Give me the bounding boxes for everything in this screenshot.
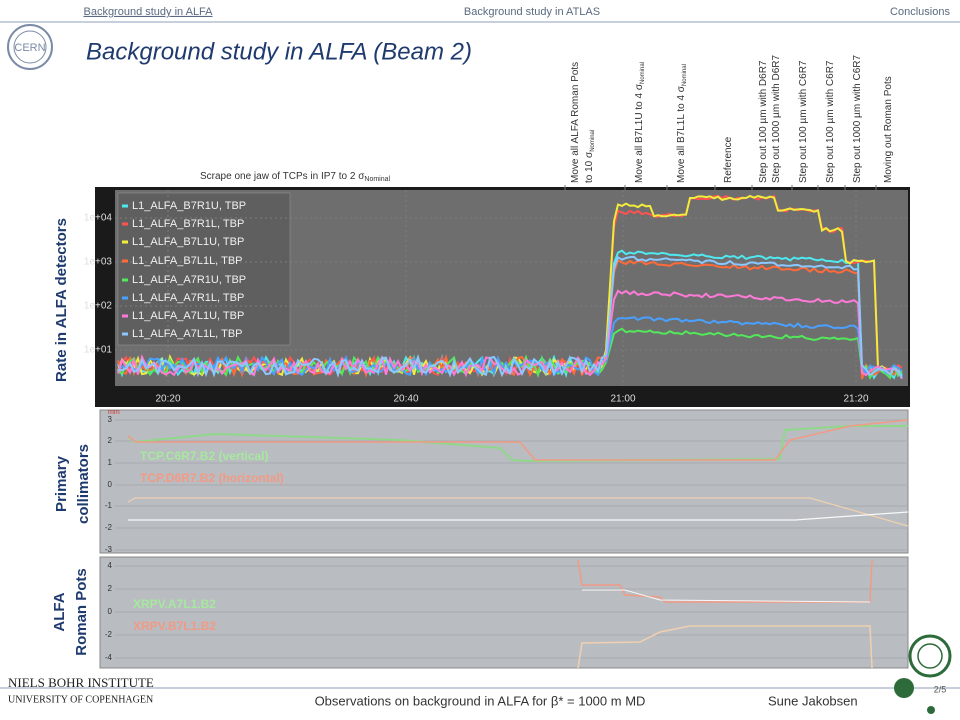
institute: NIELS BOHR INSTITUTE bbox=[8, 675, 154, 690]
curve-label: XRPV.B7L1.B2 bbox=[133, 619, 216, 633]
y-tick-label: 0 bbox=[108, 607, 113, 616]
step-label: Move all ALFA Roman Pots bbox=[570, 62, 581, 183]
y-tick-label: 1 bbox=[108, 458, 113, 467]
nav-item: Background study in ALFA bbox=[83, 6, 213, 18]
legend-entry: L1_ALFA_B7L1L, TBP bbox=[132, 255, 243, 267]
page-number: 2/5 bbox=[934, 684, 947, 694]
side-label: collimators bbox=[75, 444, 92, 524]
logo-text: CERN bbox=[14, 42, 45, 54]
legend-entry: L1_ALFA_B7L1U, TBP bbox=[132, 236, 244, 248]
curve-label: XRPV.A7L1.B2 bbox=[133, 597, 216, 611]
x-tick-label: 21:00 bbox=[610, 394, 635, 405]
step-text: Move all B7L1L to 4 σ bbox=[676, 85, 687, 183]
y-tick-label: 1e+02 bbox=[84, 301, 113, 312]
collimator-curve bbox=[127, 419, 909, 461]
legend-entry: L1_ALFA_A7R1L, TBP bbox=[132, 292, 244, 304]
green-dot-small bbox=[927, 706, 935, 714]
ku-seal bbox=[908, 634, 952, 678]
pot-curve bbox=[582, 589, 871, 603]
legend-box bbox=[117, 192, 291, 346]
step-label: to 10 σNominal bbox=[584, 130, 596, 183]
cern-logo bbox=[7, 24, 53, 70]
green-dot bbox=[894, 678, 914, 698]
legend-entry: L1_ALFA_B7R1L, TBP bbox=[132, 218, 244, 230]
step-text: Step out 1000 µm with C6R7 bbox=[852, 55, 863, 183]
slide-title: Background study in ALFA (Beam 2) bbox=[86, 38, 472, 65]
scrape-label: Scrape one jaw of TCPs in IP7 to 2 σNomi… bbox=[200, 171, 391, 183]
y-tick-label: -2 bbox=[105, 630, 113, 639]
x-tick-label: 21:20 bbox=[843, 394, 868, 405]
side-label: Rate in ALFA detectors bbox=[53, 218, 70, 382]
step-text: Step out 100 µm with C6R7 bbox=[798, 60, 809, 183]
step-label: Reference bbox=[723, 136, 734, 183]
footer-author: Sune Jakobsen bbox=[768, 693, 858, 708]
step-label: Move all B7L1U to 4 σNominal bbox=[634, 62, 646, 183]
scrape-text: Scrape one jaw of TCPs in IP7 to 2 σ bbox=[200, 171, 365, 182]
y-tick-label: -2 bbox=[105, 523, 113, 532]
ku-seal-inner bbox=[917, 643, 943, 669]
side-label: ALFA bbox=[51, 592, 68, 631]
y-tick-label: -3 bbox=[105, 545, 113, 554]
step-text: Move all ALFA Roman Pots bbox=[570, 62, 581, 183]
y-tick-label: -1 bbox=[105, 501, 113, 510]
step-label: Step out 1000 µm with D6R7 bbox=[771, 55, 782, 183]
step-sub: Nominal bbox=[682, 64, 688, 86]
y-tick-label: 2 bbox=[108, 436, 113, 445]
collimator-curve bbox=[127, 425, 908, 463]
legend-entry: L1_ALFA_A7L1L, TBP bbox=[132, 328, 243, 340]
nav-item: Background study in ATLAS bbox=[464, 6, 600, 18]
step-label: Move all B7L1L to 4 σNominal bbox=[676, 64, 688, 183]
rate-curve bbox=[117, 255, 903, 379]
curve-label: TCP.C6R7.B2 (vertical) bbox=[140, 449, 269, 463]
step-label: Step out 100 µm with D6R7 bbox=[758, 60, 769, 183]
collimator-curve bbox=[127, 497, 909, 527]
x-tick-label: 20:40 bbox=[393, 394, 418, 405]
collimator-curve bbox=[128, 511, 909, 521]
step-text: Reference bbox=[723, 136, 734, 183]
y-tick-label: 0 bbox=[108, 480, 113, 489]
step-sub: Nominal bbox=[640, 62, 646, 84]
side-label: Primary bbox=[53, 455, 70, 512]
footer-center: Observations on background in ALFA for β… bbox=[315, 693, 646, 708]
cern-logo-ring bbox=[13, 30, 47, 64]
step-text: Move all B7L1U to 4 σ bbox=[634, 83, 645, 183]
step-label: Step out 1000 µm with C6R7 bbox=[852, 55, 863, 183]
legend-entry: L1_ALFA_A7L1U, TBP bbox=[132, 310, 244, 322]
step-text: Moving out Roman Pots bbox=[883, 76, 894, 183]
scrape-sub: Nominal bbox=[364, 176, 390, 183]
x-tick-label: 20:20 bbox=[155, 394, 180, 405]
step-text: Step out 100 µm with C6R7 bbox=[825, 60, 836, 183]
y-tick-label: -4 bbox=[105, 653, 113, 662]
step-text: Step out 1000 µm with D6R7 bbox=[771, 55, 782, 183]
y-tick-label: 3 bbox=[108, 415, 113, 424]
y-tick-label: 1e+01 bbox=[84, 345, 113, 356]
y-tick-label: 1e+04 bbox=[84, 213, 113, 224]
university: UNIVERSITY OF COPENHAGEN bbox=[8, 694, 153, 705]
step-sub: Nominal bbox=[590, 130, 596, 152]
side-label: Roman Pots bbox=[73, 568, 90, 656]
y-tick-label: 2 bbox=[108, 584, 113, 593]
y-tick-label: 1e+03 bbox=[84, 257, 113, 268]
unit-label: mm bbox=[108, 409, 120, 416]
curve-label: TCP.D6R7.B2 (horizontal) bbox=[140, 471, 284, 485]
step-text: Step out 100 µm with D6R7 bbox=[758, 60, 769, 183]
step-label: Moving out Roman Pots bbox=[883, 76, 894, 183]
nav-item: Conclusions bbox=[890, 6, 950, 18]
pot-curve bbox=[577, 625, 873, 669]
legend-entry: L1_ALFA_A7R1U, TBP bbox=[132, 274, 246, 286]
legend-entry: L1_ALFA_B7R1U, TBP bbox=[132, 200, 246, 212]
step-label: Step out 100 µm with C6R7 bbox=[798, 60, 809, 183]
step-label: Step out 100 µm with C6R7 bbox=[825, 60, 836, 183]
step-text: to 10 σ bbox=[584, 151, 595, 183]
y-tick-label: 4 bbox=[108, 561, 113, 570]
